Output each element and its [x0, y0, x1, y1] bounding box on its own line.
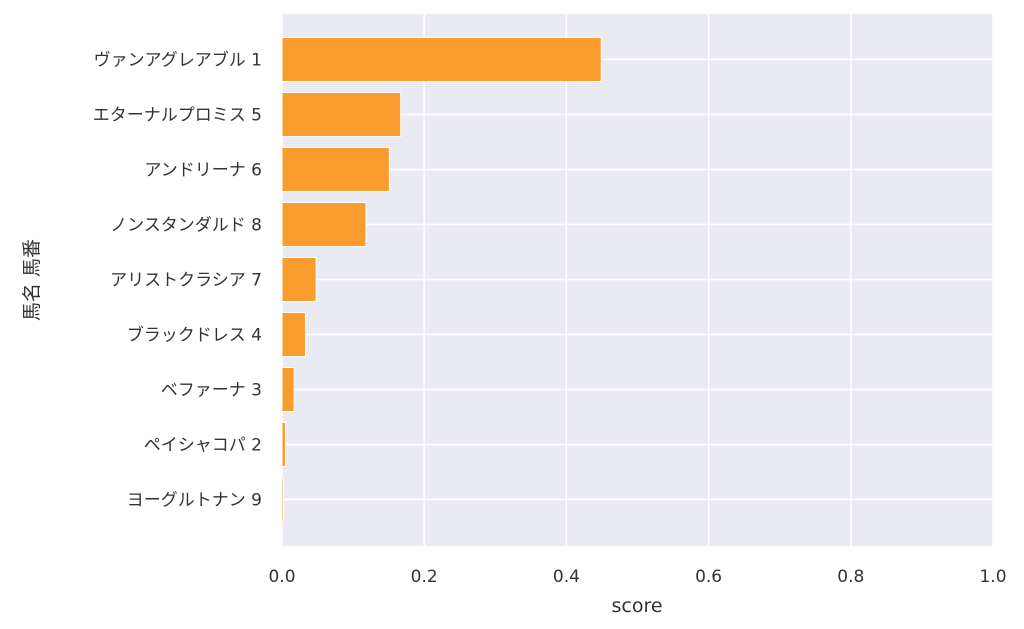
y-tick-labels: ヴァンアグレアブル 1 エターナルプロミス 5 アンドリーナ 6 ノンスタンダルド 8… [93, 50, 262, 511]
y-tick-label: ベファーナ 3 [161, 381, 262, 401]
y-tick-label: ノンスタンダルド 8 [110, 216, 262, 236]
bar [281, 37, 602, 82]
x-tick-label: 0.4 [553, 567, 580, 587]
bar [281, 202, 367, 247]
bar [281, 477, 284, 522]
bar [281, 147, 390, 192]
y-tick-label: アンドリーナ 6 [144, 161, 262, 181]
bar [281, 312, 306, 357]
x-tick-label: 0.8 [837, 567, 864, 587]
bar [281, 367, 295, 412]
x-tick-label: 0.6 [695, 567, 722, 587]
y-tick-label: ヴァンアグレアブル 1 [94, 50, 262, 71]
bars [281, 37, 602, 522]
y-tick-label: アリストクラシア 7 [110, 271, 262, 291]
bar [281, 257, 317, 302]
x-axis-title: score [611, 595, 662, 617]
y-tick-label: ヨーグルトナン 9 [127, 491, 262, 511]
y-axis-title: 馬名 馬番 [21, 239, 43, 321]
bar [281, 422, 287, 467]
x-tick-label: 0.2 [411, 567, 438, 587]
y-tick-label: ブラックドレス 4 [127, 325, 262, 346]
x-tick-label: 1.0 [979, 567, 1006, 587]
bar [281, 92, 402, 137]
y-tick-label: エターナルプロミス 5 [93, 106, 262, 126]
x-tick-label: 0.0 [268, 567, 295, 587]
y-tick-label: ペイシャコパ 2 [144, 436, 262, 456]
x-tick-labels: 0.0 0.2 0.4 0.6 0.8 1.0 [268, 567, 1006, 587]
